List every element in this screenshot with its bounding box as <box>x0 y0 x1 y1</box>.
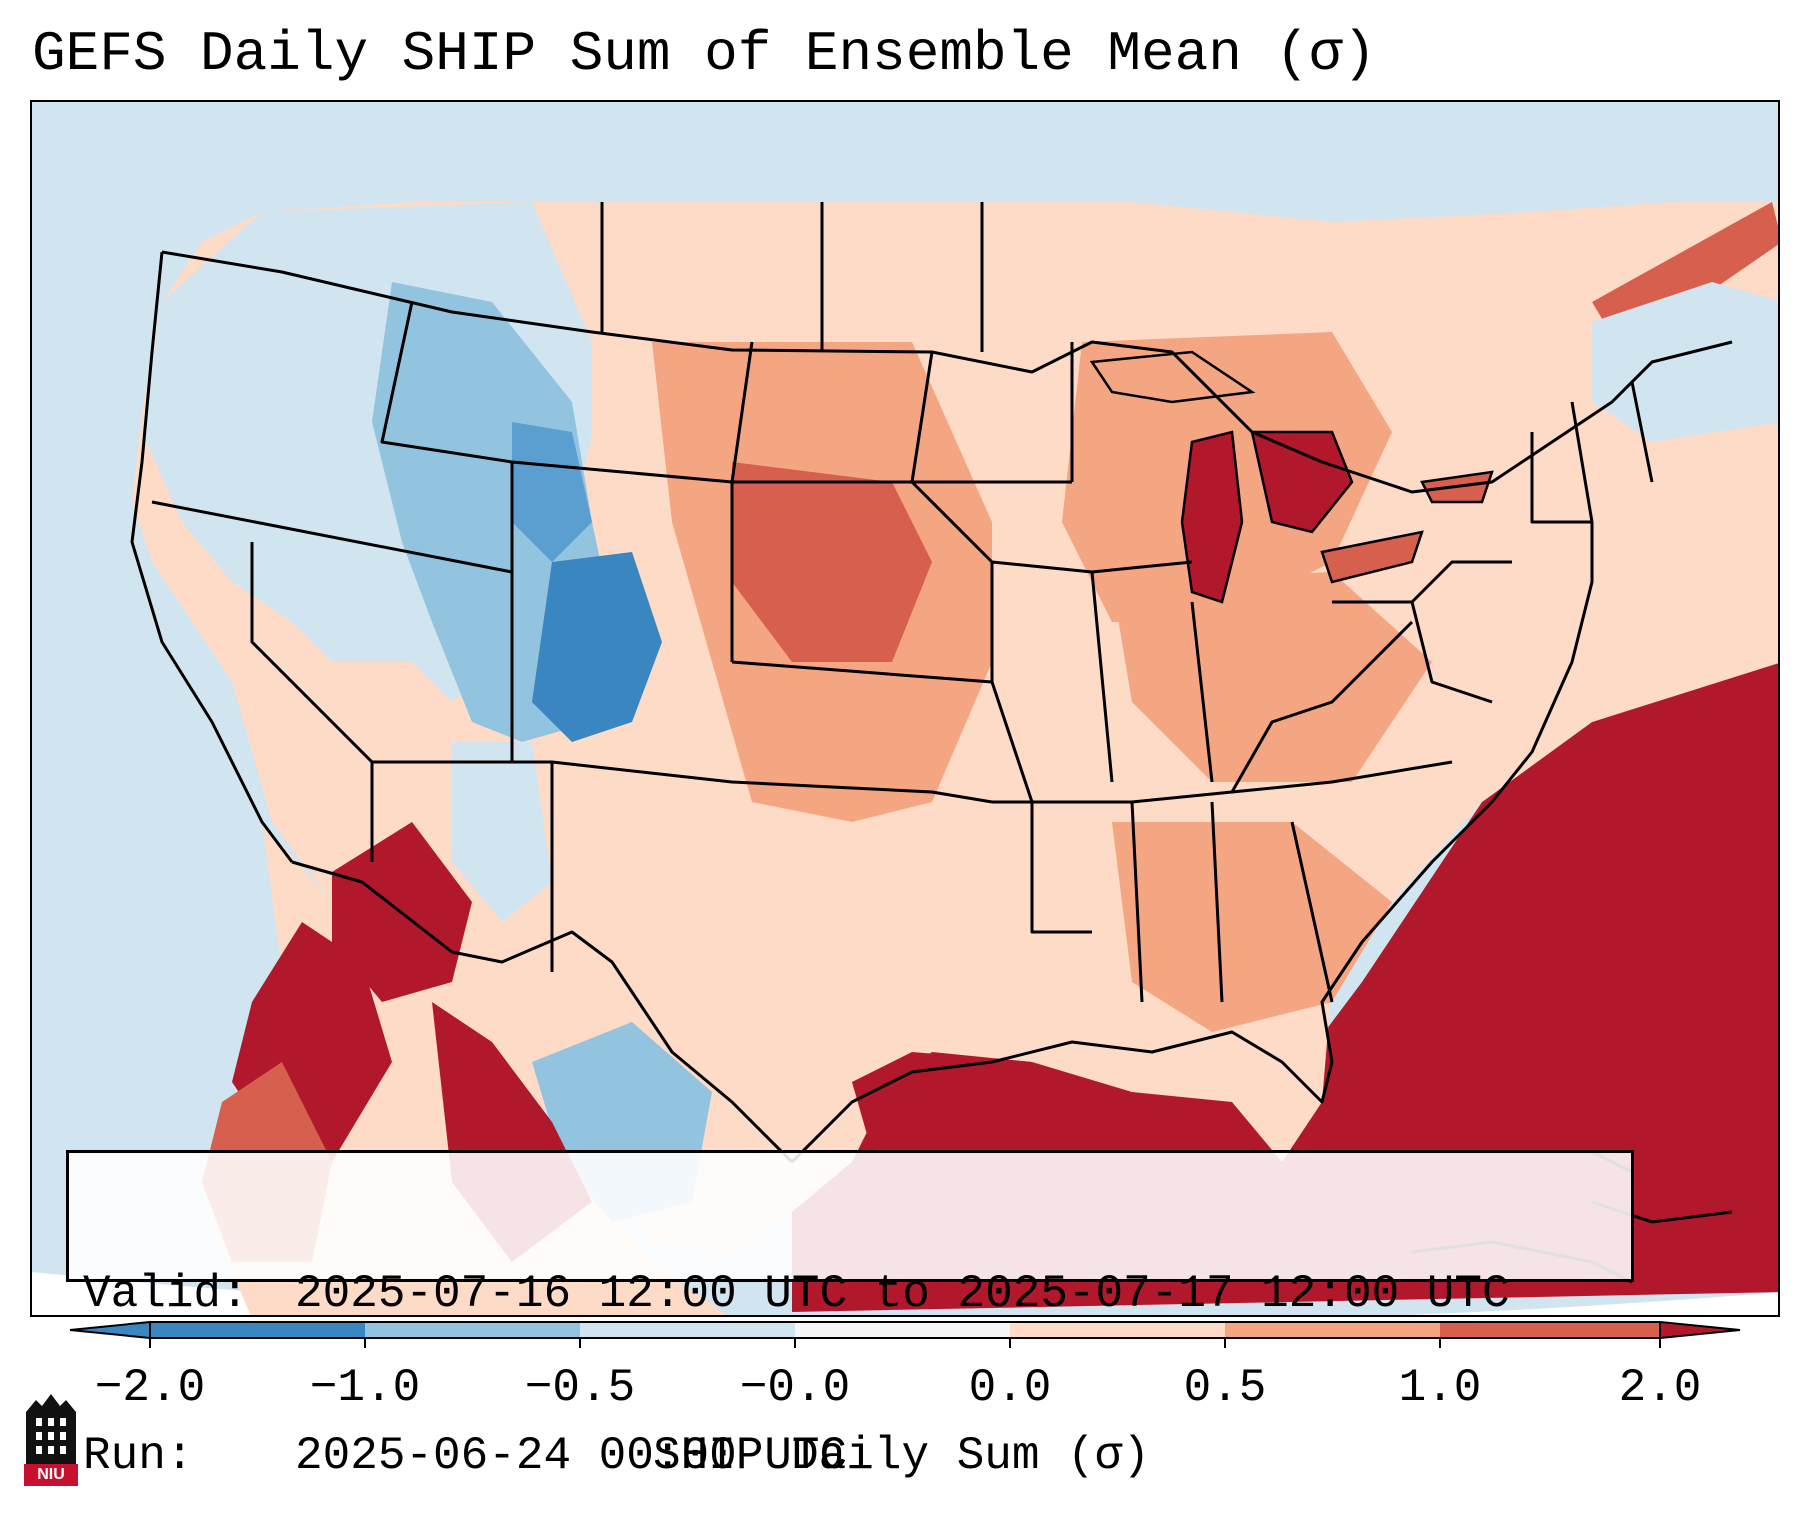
colorbar-tick-label: 0.5 <box>1183 1362 1267 1414</box>
map-panel <box>30 100 1780 1317</box>
lake-outlines <box>1089 350 1494 604</box>
northeast-cool <box>1592 282 1778 442</box>
colorbar-title: SHIP Daily Sum (σ) <box>653 1430 1150 1482</box>
valid-value: 2025-07-16 12:00 UTC to 2025-07-17 12:00… <box>295 1268 1510 1320</box>
colorbar-tick-label: −1.0 <box>309 1362 421 1414</box>
colorbar-tick-label: −2.0 <box>94 1362 206 1414</box>
colorbar-tick-label: −0.5 <box>524 1362 636 1414</box>
niu-logo-text: NIU <box>37 1466 65 1483</box>
lake-erie <box>1322 532 1422 582</box>
run-label: Run: <box>83 1430 194 1482</box>
colorbar-tick-label: 0.0 <box>968 1362 1052 1414</box>
lake-michigan <box>1182 432 1242 602</box>
colorbar-extend-high <box>1659 1320 1741 1340</box>
chart-title: GEFS Daily SHIP Sum of Ensemble Mean (σ) <box>32 22 1377 86</box>
lake-huron <box>1252 432 1352 532</box>
southwest-cool <box>452 742 552 922</box>
texas-coast-hot <box>852 1052 1082 1152</box>
niu-tower-icon <box>24 1394 78 1486</box>
atlantic-anomaly <box>792 663 1778 1312</box>
map-svg <box>32 102 1778 1315</box>
southeast-warm <box>1112 822 1392 1032</box>
nebraska-kansas-warm <box>732 462 932 662</box>
valid-run-info-box: Valid: 2025-07-16 12:00 UTC to 2025-07-17… <box>66 1150 1634 1482</box>
niu-logo: NIU <box>22 1392 80 1488</box>
idaho-negative-core <box>512 422 592 562</box>
colorbar-tick-label: −0.0 <box>739 1362 851 1414</box>
colorado-negative-core <box>532 552 662 742</box>
valid-row: Valid: 2025-07-16 12:00 UTC to 2025-07-17… <box>83 1267 1631 1321</box>
political-borders <box>130 202 1733 1164</box>
valid-label: Valid: <box>83 1268 249 1320</box>
run-row: Run: 2025-06-24 00:00 UTC <box>83 1429 1631 1483</box>
colorbar-tick-label: 2.0 <box>1618 1362 1702 1414</box>
ohio-valley-warm <box>1112 572 1432 782</box>
run-value: 2025-06-24 00:00 UTC <box>295 1430 848 1482</box>
colorbar-tick-label: 1.0 <box>1398 1362 1482 1414</box>
out-of-domain-corner <box>32 1272 1778 1315</box>
